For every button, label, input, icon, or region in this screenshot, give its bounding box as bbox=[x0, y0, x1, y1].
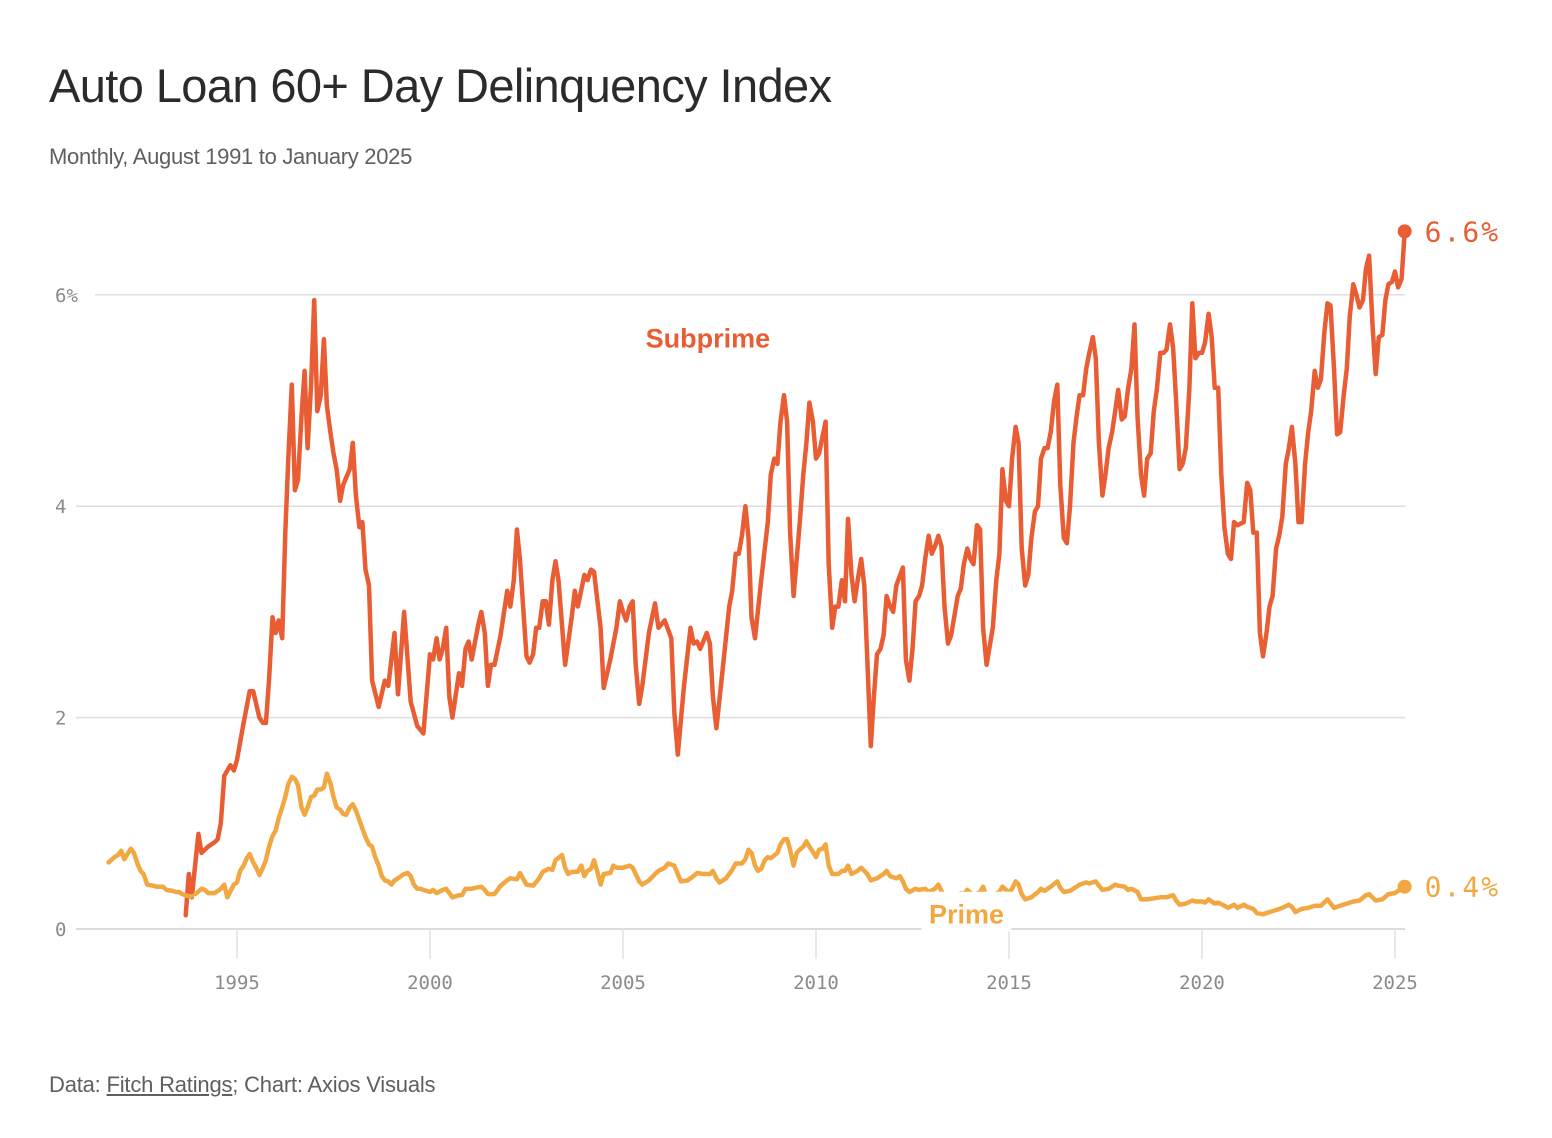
x-tick-label: 2010 bbox=[793, 972, 839, 994]
series-labels: 6.6% 0.4% Subprime Prime bbox=[646, 215, 1500, 932]
prime-end-label: 0.4% bbox=[1425, 871, 1500, 904]
x-tick-label: 1995 bbox=[214, 972, 260, 994]
subprime-end-point bbox=[1397, 224, 1412, 239]
series-lines bbox=[106, 224, 1412, 918]
footer-suffix: ; Chart: Axios Visuals bbox=[232, 1072, 436, 1097]
x-tick-label: 2005 bbox=[600, 972, 646, 994]
prime-label-background bbox=[921, 891, 1012, 932]
chart-subtitle: Monthly, August 1991 to January 2025 bbox=[49, 144, 413, 169]
subprime-line bbox=[183, 229, 1407, 918]
prime-end-point bbox=[1397, 879, 1412, 894]
y-tick-label: 6% bbox=[55, 285, 78, 307]
prime-line-segment bbox=[193, 771, 1407, 917]
x-tick-label: 2020 bbox=[1179, 972, 1225, 994]
source-footer: Data: Fitch Ratings; Chart: Axios Visual… bbox=[49, 1072, 436, 1098]
y-axis: 0 2 4 6% bbox=[55, 285, 78, 941]
y-tick-label: 0 bbox=[55, 919, 66, 941]
gridlines bbox=[76, 294, 1405, 959]
y-tick-label: 2 bbox=[55, 708, 66, 730]
prime-series-label: Prime bbox=[929, 900, 1004, 930]
x-tick-label: 2000 bbox=[407, 972, 453, 994]
subprime-end-label: 6.6% bbox=[1425, 215, 1500, 248]
data-prefix: Data: bbox=[49, 1072, 107, 1097]
y-tick-label: 4 bbox=[55, 496, 66, 518]
prime-line bbox=[106, 846, 195, 899]
x-axis: 1995 2000 2005 2010 2015 2020 2025 bbox=[214, 972, 1418, 994]
chart-title: Auto Loan 60+ Day Delinquency Index bbox=[49, 59, 832, 112]
x-tick-label: 2015 bbox=[986, 972, 1032, 994]
fitch-ratings-link[interactable]: Fitch Ratings bbox=[106, 1072, 233, 1097]
subprime-series-label: Subprime bbox=[646, 324, 771, 354]
x-tick-label: 2025 bbox=[1372, 972, 1418, 994]
